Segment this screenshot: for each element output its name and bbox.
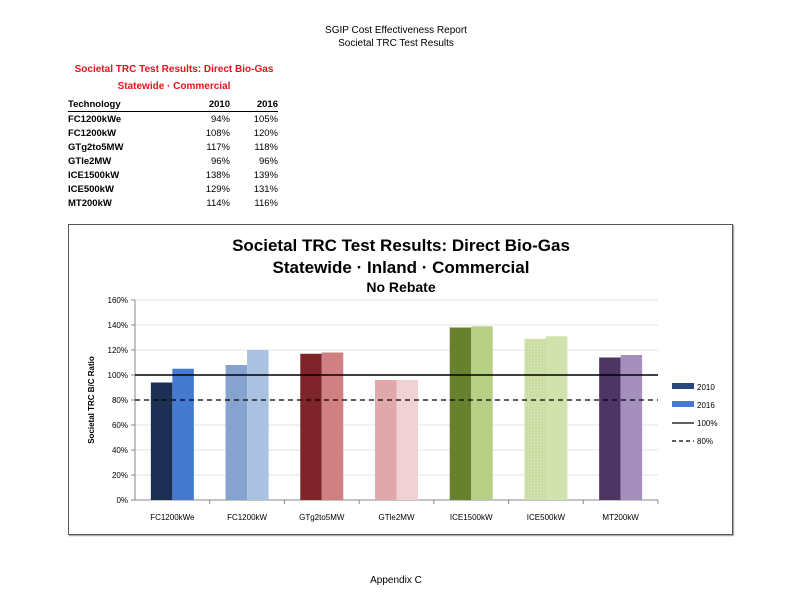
table-subtitle: Statewide · Commercial — [117, 81, 231, 92]
y-axis-label: Societal TRC B/C Ratio — [87, 356, 96, 444]
y-tick-label: 20% — [112, 471, 128, 480]
legend-swatch-2016 — [672, 401, 694, 407]
table-row: ICE500kW 129% 131% — [68, 182, 278, 196]
bar-chart: Societal TRC Test Results: Direct Bio-Ga… — [87, 236, 717, 522]
footer: Appendix C — [370, 575, 422, 586]
bar-2016-ICE500kW — [545, 336, 568, 500]
legend-label: 100% — [697, 419, 717, 428]
col-header: 2016 — [230, 98, 278, 112]
legend-swatch-2010 — [672, 383, 694, 389]
table-title: Societal TRC Test Results: Direct Bio-Ga… — [74, 64, 274, 75]
cell-value: 138% — [205, 169, 230, 181]
cell-value: 116% — [254, 197, 278, 209]
cell-value: 129% — [205, 183, 230, 195]
report-subtitle: Societal TRC Test Results — [338, 38, 454, 49]
cell-value: 120% — [253, 127, 278, 139]
table-row: GTle2MW 96% 96% — [68, 154, 278, 168]
bar-2016-ICE1500kW — [471, 326, 493, 500]
table-row: FC1200kWe 94% 105% — [68, 112, 278, 127]
cell-technology: MT200kW — [68, 197, 112, 209]
cell-value: 139% — [253, 169, 278, 181]
y-tick-label: 140% — [108, 321, 128, 330]
legend-label: 80% — [697, 437, 713, 446]
cell-value: 118% — [254, 141, 278, 153]
cell-technology: GTg2to5MW — [68, 141, 124, 153]
cell-technology: FC1200kWe — [68, 113, 122, 125]
chart-subtitle: Statewide · Inland · Commercial — [273, 258, 530, 277]
cell-value: 117% — [206, 141, 230, 153]
bar-2010-GTle2MW — [375, 380, 397, 500]
x-tick-label: FC1200kW — [227, 513, 267, 522]
col-header: 2010 — [180, 98, 230, 112]
cell-value: 105% — [253, 113, 278, 125]
report-title: SGIP Cost Effectiveness Report — [325, 25, 467, 36]
x-tick-label: GTle2MW — [379, 513, 415, 522]
legend-label: 2016 — [697, 401, 715, 410]
table-row: ICE1500kW 138% 139% — [68, 168, 278, 182]
bar-2016-FC1200kW — [247, 350, 269, 500]
table-row: GTg2to5MW 117% 118% — [68, 140, 278, 154]
y-tick-label: 0% — [116, 496, 128, 505]
bar-2010-ICE1500kW — [449, 327, 472, 500]
y-tick-label: 160% — [108, 296, 128, 305]
y-tick-label: 100% — [108, 371, 128, 380]
bar-2016-FC1200kWe — [172, 368, 194, 500]
cell-technology: ICE500kW — [68, 183, 114, 195]
x-tick-label: ICE500kW — [527, 513, 566, 522]
cell-value: 114% — [206, 197, 230, 209]
results-table: Technology 2010 2016 FC1200kWe 94% 105% FC1… — [68, 98, 278, 210]
x-tick-label: ICE1500kW — [450, 513, 493, 522]
cell-value: 108% — [205, 127, 230, 139]
bar-2010-MT200kW — [599, 357, 621, 500]
cell-value: 96% — [258, 155, 278, 167]
bar-2010-GTg2to5MW — [300, 353, 322, 500]
bar-2016-MT200kW — [620, 355, 643, 500]
y-tick-label: 80% — [112, 396, 128, 405]
x-tick-label: GTg2to5MW — [299, 513, 345, 522]
x-tick-label: FC1200kWe — [150, 513, 195, 522]
cell-value: 94% — [210, 113, 230, 125]
legend-label: 2010 — [697, 383, 715, 392]
y-tick-label: 120% — [108, 346, 128, 355]
cell-value: 96% — [210, 155, 230, 167]
bar-2016-GTle2MW — [396, 380, 418, 500]
cell-technology: FC1200kW — [68, 127, 117, 139]
cell-technology: ICE1500kW — [68, 169, 120, 181]
col-header: Technology — [68, 98, 180, 112]
chart-frame: Societal TRC Test Results: Direct Bio-Ga… — [68, 224, 733, 535]
cell-technology: GTle2MW — [68, 155, 112, 167]
x-tick-label: MT200kW — [602, 513, 639, 522]
bar-2010-FC1200kWe — [150, 382, 173, 500]
table-row: MT200kW 114% 116% — [68, 196, 278, 210]
y-tick-label: 40% — [112, 446, 128, 455]
y-tick-label: 60% — [112, 421, 128, 430]
chart-title: Societal TRC Test Results: Direct Bio-Ga… — [232, 236, 570, 255]
bar-2010-FC1200kW — [225, 365, 248, 500]
chart-subtitle-2: No Rebate — [366, 279, 435, 295]
bar-2016-GTg2to5MW — [321, 352, 344, 500]
table-row: FC1200kW 108% 120% — [68, 126, 278, 140]
bar-2010-ICE500kW — [524, 338, 546, 500]
cell-value: 131% — [253, 183, 278, 195]
